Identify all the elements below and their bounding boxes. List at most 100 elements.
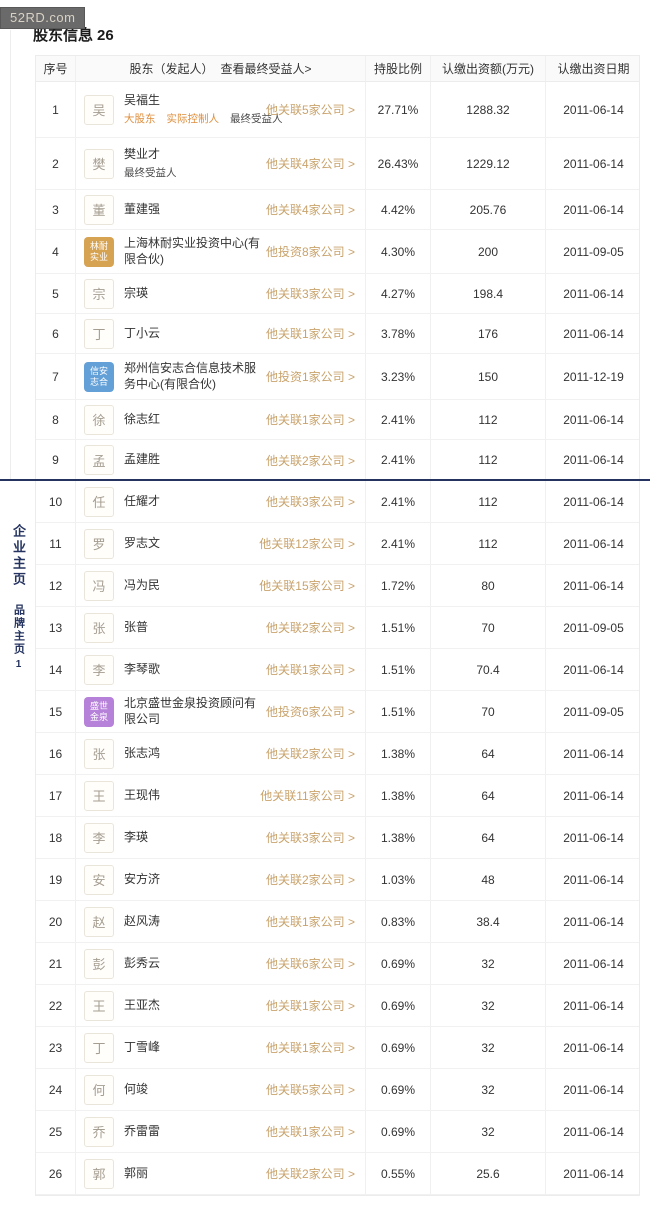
related-companies-link[interactable]: 他关联5家公司 > [265,103,355,117]
shareholder-avatar[interactable]: 丁 [84,1032,114,1063]
related-companies-link[interactable]: 他关联3家公司 > [265,495,355,509]
capital-amount: 200 [431,230,546,273]
related-companies-link[interactable]: 他投资1家公司 > [265,370,355,384]
shareholder-name[interactable]: 郑州信安志合信息技术服务中心(有限合伙) [124,360,257,391]
shareholder-avatar[interactable]: 罗 [84,528,114,559]
shareholder-name[interactable]: 北京盛世金泉投资顾问有限公司 [124,695,257,726]
shareholder-avatar[interactable]: 吴 [84,94,114,125]
capital-amount: 32 [431,1069,546,1110]
capital-date: 2011-06-14 [563,1082,624,1097]
shareholder-name[interactable]: 吴福生 [124,92,161,107]
shareholder-name[interactable]: 赵风涛 [124,913,161,928]
shareholder-info: 北京盛世金泉投资顾问有限公司 [124,696,266,727]
table-row: 3 董董建强 他关联4家公司 > 4.42% 205.76 2011-06-14 [36,190,639,230]
related-companies-link[interactable]: 他关联3家公司 > [265,287,355,301]
related-companies-link[interactable]: 他关联2家公司 > [265,747,355,761]
related-companies-link[interactable]: 他投资6家公司 > [265,705,355,719]
row-index: 24 [36,1069,76,1110]
related-companies-link[interactable]: 他关联1家公司 > [265,663,355,677]
tab-brand-homepage[interactable]: 品牌主页 1 [9,604,28,670]
shareholder-avatar[interactable]: 何 [84,1074,114,1105]
shareholder-avatar[interactable]: 王 [84,780,114,811]
shareholder-name[interactable]: 孟建胜 [124,452,161,467]
shareholder-avatar[interactable]: 丁 [84,318,114,349]
related-companies-link[interactable]: 他关联15家公司 > [259,579,355,593]
shareholder-avatar[interactable]: 乔 [84,1116,114,1147]
shareholder-name[interactable]: 李琴歌 [124,661,161,676]
shareholder-name[interactable]: 任耀才 [124,493,161,508]
shareholder-avatar[interactable]: 盛世 金泉 [84,696,114,727]
related-companies-link[interactable]: 他关联1家公司 > [265,327,355,341]
shareholder-avatar[interactable]: 安 [84,864,114,895]
related-companies-link[interactable]: 他关联4家公司 > [265,203,355,217]
related-companies-link[interactable]: 他关联12家公司 > [259,537,355,551]
capital-amount: 112 [431,440,546,480]
shareholder-avatar[interactable]: 李 [84,822,114,853]
shareholder-name[interactable]: 王亚杰 [124,997,161,1012]
shareholder-name[interactable]: 上海林耐实业投资中心(有限合伙) [124,235,260,266]
row-index: 4 [36,230,76,273]
related-companies-link[interactable]: 他关联1家公司 > [265,1041,355,1055]
table-row: 10 任任耀才 他关联3家公司 > 2.41% 112 2011-06-14 [36,481,639,523]
shareholder-info: 董建强 [124,202,160,218]
shareholder-name[interactable]: 王现伟 [124,787,161,802]
tab-company-homepage[interactable]: 企业主页 [11,524,26,588]
shareholder-name[interactable]: 董建强 [124,201,161,216]
shareholder-avatar[interactable]: 郭 [84,1158,114,1189]
shareholder-avatar[interactable]: 张 [84,738,114,769]
shareholder-name[interactable]: 安方济 [124,871,161,886]
table-row: 5 宗宗瑛 他关联3家公司 > 4.27% 198.4 2011-06-14 [36,274,639,314]
related-companies-link[interactable]: 他关联2家公司 > [265,873,355,887]
shareholder-avatar[interactable]: 樊 [84,148,114,179]
shareholder-name[interactable]: 郭丽 [124,1165,149,1180]
related-companies-link[interactable]: 他关联4家公司 > [265,157,355,171]
related-companies-link[interactable]: 他关联2家公司 > [265,1167,355,1181]
related-companies-link[interactable]: 他关联1家公司 > [265,1125,355,1139]
related-companies-link[interactable]: 他关联1家公司 > [265,915,355,929]
table-row: 25 乔乔雷雷 他关联1家公司 > 0.69% 32 2011-06-14 [36,1111,639,1153]
shareholder-avatar[interactable]: 李 [84,654,114,685]
related-companies-link[interactable]: 他关联1家公司 > [265,413,355,427]
shareholder-name[interactable]: 罗志文 [124,535,161,550]
related-companies-link[interactable]: 他关联11家公司 > [260,789,355,803]
capital-amount: 112 [431,400,546,439]
shareholder-name[interactable]: 李瑛 [124,829,149,844]
shareholder-name[interactable]: 何竣 [124,1081,149,1096]
view-beneficiary-link[interactable]: 查看最终受益人> [220,62,312,76]
shareholder-name[interactable]: 冯为民 [124,577,161,592]
shareholder-avatar[interactable]: 林耐 实业 [84,236,114,267]
related-companies-link[interactable]: 他关联3家公司 > [265,831,355,845]
capital-date: 2011-06-14 [563,1040,624,1055]
shareholder-avatar[interactable]: 王 [84,990,114,1021]
shareholder-avatar[interactable]: 赵 [84,906,114,937]
related-companies-link[interactable]: 他关联6家公司 > [265,957,355,971]
table-header-row: 序号 股东（发起人） 查看最终受益人> 持股比例 认缴出资额(万元) 认缴出资日… [36,56,639,82]
shareholder-avatar[interactable]: 徐 [84,404,114,435]
shareholder-name[interactable]: 丁小云 [124,325,161,340]
capital-amount: 198.4 [431,274,546,313]
shareholder-avatar[interactable]: 冯 [84,570,114,601]
shareholder-name[interactable]: 彭秀云 [124,955,161,970]
shareholder-name[interactable]: 张志鸿 [124,745,161,760]
shareholder-avatar[interactable]: 任 [84,486,114,517]
shareholder-avatar[interactable]: 彭 [84,948,114,979]
shareholder-avatar[interactable]: 董 [84,194,114,225]
related-companies-link[interactable]: 他关联2家公司 > [265,621,355,635]
related-companies-link[interactable]: 他关联5家公司 > [265,1083,355,1097]
related-companies-link[interactable]: 他关联1家公司 > [265,999,355,1013]
shareholder-name[interactable]: 宗瑛 [124,285,149,300]
shareholder-name[interactable]: 樊业才 [124,146,161,161]
shareholder-avatar[interactable]: 信安 志合 [84,361,114,392]
shareholder-info: 宗瑛 [124,286,148,302]
shareholder-info: 樊业才 最终受益人 [124,147,177,181]
shareholder-avatar[interactable]: 宗 [84,278,114,309]
shareholder-avatar[interactable]: 张 [84,612,114,643]
shareholder-name[interactable]: 徐志红 [124,411,161,426]
shareholder-name[interactable]: 丁雪峰 [124,1039,161,1054]
capital-date: 2011-06-14 [563,453,624,467]
shareholder-name[interactable]: 乔雷雷 [124,1123,161,1138]
related-companies-link[interactable]: 他关联2家公司 > [265,453,355,468]
shareholder-avatar[interactable]: 孟 [84,445,114,475]
shareholder-name[interactable]: 张普 [124,619,149,634]
related-companies-link[interactable]: 他投资8家公司 > [265,245,355,259]
